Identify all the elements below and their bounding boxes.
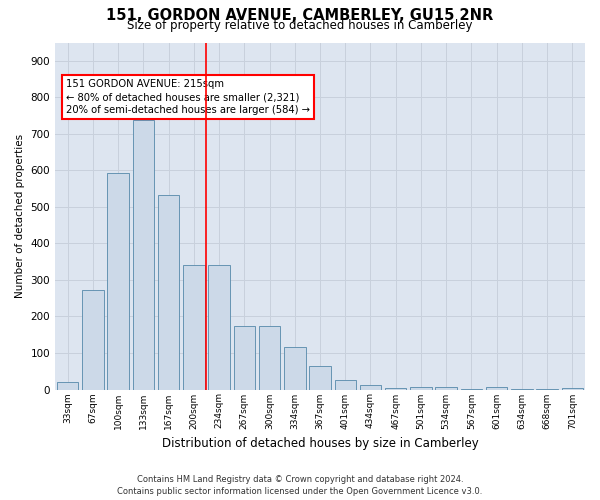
Bar bbox=[158, 195, 179, 390]
Bar bbox=[309, 366, 331, 390]
Text: Contains HM Land Registry data © Crown copyright and database right 2024.
Contai: Contains HM Land Registry data © Crown c… bbox=[118, 474, 482, 496]
Bar bbox=[107, 173, 129, 390]
Bar bbox=[133, 120, 154, 390]
Bar bbox=[562, 388, 583, 390]
Bar bbox=[335, 380, 356, 390]
Bar bbox=[284, 347, 305, 390]
Bar bbox=[410, 386, 431, 390]
Bar bbox=[360, 385, 381, 390]
Bar bbox=[183, 266, 205, 390]
Text: 151, GORDON AVENUE, CAMBERLEY, GU15 2NR: 151, GORDON AVENUE, CAMBERLEY, GU15 2NR bbox=[106, 8, 494, 22]
Text: 151 GORDON AVENUE: 215sqm
← 80% of detached houses are smaller (2,321)
20% of se: 151 GORDON AVENUE: 215sqm ← 80% of detac… bbox=[65, 79, 310, 116]
Bar bbox=[259, 326, 280, 390]
Bar bbox=[57, 382, 79, 390]
X-axis label: Distribution of detached houses by size in Camberley: Distribution of detached houses by size … bbox=[161, 437, 478, 450]
Y-axis label: Number of detached properties: Number of detached properties bbox=[15, 134, 25, 298]
Bar bbox=[233, 326, 255, 390]
Bar bbox=[486, 386, 508, 390]
Bar bbox=[208, 266, 230, 390]
Bar bbox=[436, 387, 457, 390]
Text: Size of property relative to detached houses in Camberley: Size of property relative to detached ho… bbox=[127, 19, 473, 32]
Bar bbox=[82, 290, 104, 390]
Bar bbox=[385, 388, 406, 390]
